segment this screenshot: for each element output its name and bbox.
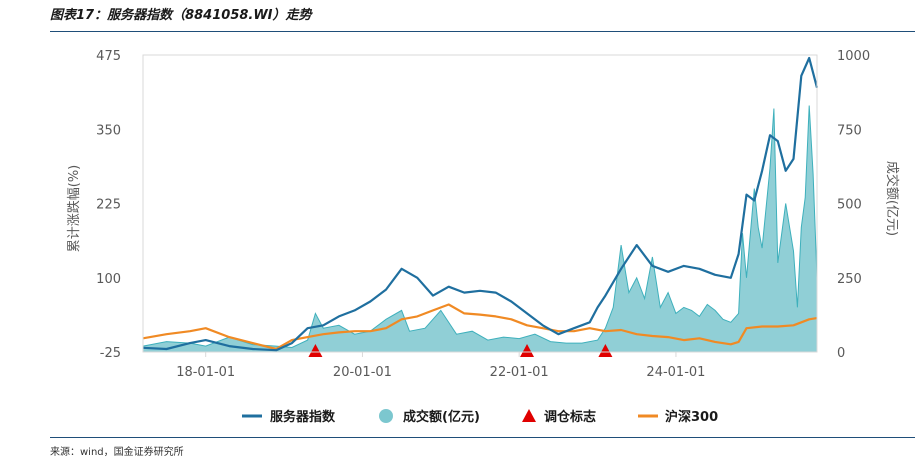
plot-frame [142, 54, 818, 353]
left-tick-label: 475 [96, 49, 121, 64]
axes: 475 350 225 100 -25 1000 750 500 250 0 18-01-01 20-… [66, 49, 900, 380]
left-axis-title: 累计涨跌幅(%) [66, 165, 82, 253]
right-tick-label: 500 [837, 198, 862, 213]
x-tick-label: 22-01-01 [490, 365, 549, 380]
right-axis-title: 成交额(亿元) [884, 161, 900, 236]
plot-area [142, 56, 819, 357]
rebalance-marker-1 [308, 344, 323, 357]
legend-volume-label: 成交额(亿元) [403, 409, 480, 425]
right-tick-label: 1000 [837, 49, 870, 64]
title-rule [50, 31, 915, 32]
left-tick-label: 225 [96, 198, 121, 213]
right-tick-label: 0 [837, 346, 845, 361]
source-rule [50, 437, 915, 438]
legend-volume-swatch [379, 409, 393, 423]
legend-rebalance-swatch [522, 409, 536, 422]
legend-index-label: 服务器指数 [270, 409, 336, 425]
right-tick-label: 250 [837, 272, 862, 287]
x-tick-label: 20-01-01 [333, 365, 392, 380]
volume-outline [142, 105, 818, 349]
csi300-line [142, 303, 818, 351]
rebalance-marker-2 [520, 344, 535, 357]
server-index-line [142, 56, 819, 352]
legend-csi300-label: 沪深300 [665, 409, 718, 425]
right-tick-label: 750 [837, 123, 862, 138]
legend-rebalance-label: 调仓标志 [544, 409, 596, 425]
volume-area [143, 105, 817, 352]
left-tick-label: 100 [96, 272, 121, 287]
chart-title: 图表17：服务器指数（8841058.WI）走势 [50, 8, 312, 23]
left-tick-label: 350 [96, 123, 121, 138]
x-tick-label: 24-01-01 [646, 365, 705, 380]
chart-area: 475 350 225 100 -25 1000 750 500 250 0 18-01-01 20-… [66, 49, 900, 425]
x-tick-label: 18-01-01 [176, 365, 235, 380]
legend: 服务器指数 成交额(亿元) 调仓标志 沪深300 [242, 409, 718, 425]
left-tick-label: -25 [100, 346, 121, 361]
source-note: 来源：wind，国金证券研究所 [50, 447, 184, 458]
rebalance-marker-3 [598, 344, 613, 357]
